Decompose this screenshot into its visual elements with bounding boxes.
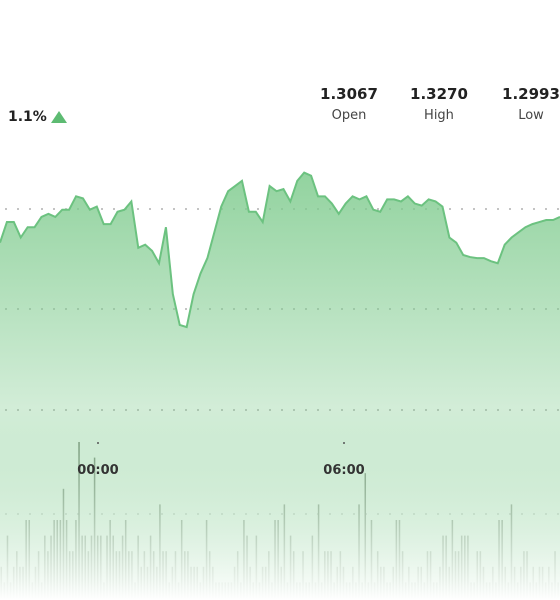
grid-dot bbox=[545, 208, 547, 210]
grid-dot bbox=[41, 208, 43, 210]
grid-dot bbox=[257, 208, 259, 210]
grid-dot bbox=[101, 208, 103, 210]
grid-dot bbox=[113, 208, 115, 210]
grid-dot bbox=[473, 208, 475, 210]
open-value: 1.3067 bbox=[320, 85, 378, 103]
price-area bbox=[0, 172, 560, 600]
triangle-up-icon bbox=[51, 111, 67, 123]
grid-dot bbox=[149, 208, 151, 210]
grid-dot bbox=[377, 208, 379, 210]
grid-dot bbox=[497, 208, 499, 210]
grid-dot bbox=[17, 208, 19, 210]
grid-dot bbox=[509, 208, 511, 210]
change-percent: 1.1% bbox=[8, 109, 47, 125]
grid-dot bbox=[53, 208, 55, 210]
grid-dot bbox=[449, 208, 451, 210]
grid-dot bbox=[5, 208, 7, 210]
low-label: Low bbox=[518, 108, 544, 123]
grid-dot bbox=[197, 208, 199, 210]
grid-dot bbox=[161, 208, 163, 210]
grid-dot bbox=[29, 208, 31, 210]
grid-dot bbox=[209, 208, 211, 210]
x-tick-mark-0 bbox=[97, 442, 99, 444]
grid-dot bbox=[137, 208, 139, 210]
grid-dot bbox=[485, 208, 487, 210]
grid-dot bbox=[557, 208, 559, 210]
grid-dot bbox=[173, 208, 175, 210]
low-value: 1.2993 bbox=[502, 85, 560, 103]
x-tick-label-0: 00:00 bbox=[77, 463, 118, 478]
high-label: High bbox=[424, 108, 454, 123]
open-label: Open bbox=[332, 108, 367, 123]
grid-dot bbox=[533, 208, 535, 210]
grid-dot bbox=[521, 208, 523, 210]
x-tick-mark-1 bbox=[343, 442, 345, 444]
grid-dot bbox=[185, 308, 187, 310]
grid-dot bbox=[185, 208, 187, 210]
price-line bbox=[0, 171, 560, 329]
x-tick-label-1: 06:00 bbox=[323, 463, 364, 478]
grid-dot bbox=[461, 208, 463, 210]
high-value: 1.3270 bbox=[410, 85, 468, 103]
